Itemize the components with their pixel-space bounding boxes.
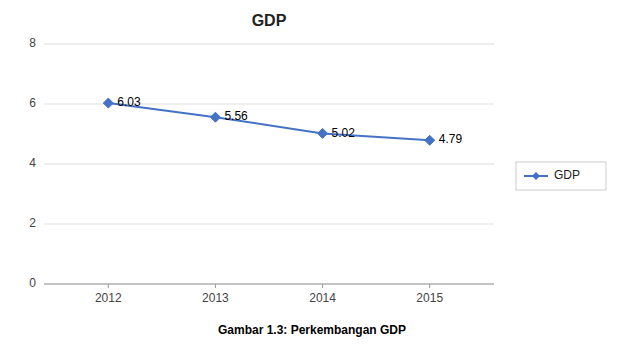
data-label: 4.79 (439, 132, 463, 146)
series-marker (210, 112, 220, 122)
grid-line (44, 284, 494, 285)
y-tick-label: 6 (29, 96, 36, 110)
x-axis-line (44, 284, 494, 285)
x-tick-label: 2015 (416, 291, 443, 305)
y-tick-label: 8 (29, 36, 36, 50)
x-tick (322, 284, 323, 288)
x-axis: 2012 2013 2014 2015 (44, 284, 494, 305)
chart-title: GDP (252, 12, 287, 29)
x-tick (429, 284, 430, 288)
chart-container: GDP 0 2 4 6 8 2012 2013 2014 2015 6.03 5.56 5.02 4.79… (0, 0, 624, 346)
data-label: 6.03 (117, 95, 141, 109)
data-labels: 6.03 5.56 5.02 4.79 (117, 95, 462, 146)
x-tick (108, 284, 109, 288)
series-marker (425, 135, 435, 145)
x-tick-label: 2012 (95, 291, 122, 305)
y-axis: 0 2 4 6 8 (29, 36, 36, 290)
y-grid (44, 44, 494, 284)
series-line (108, 103, 429, 140)
series-marker (318, 128, 328, 138)
data-label: 5.56 (224, 109, 248, 123)
chart-svg: GDP 0 2 4 6 8 2012 2013 2014 2015 6.03 5.56 5.02 4.79… (0, 0, 624, 346)
y-tick-label: 4 (29, 156, 36, 170)
x-tick (215, 284, 216, 288)
grid-line (44, 164, 494, 165)
grid-line (44, 224, 494, 225)
x-tick-label: 2014 (309, 291, 336, 305)
legend-marker (532, 172, 540, 180)
data-label: 5.02 (332, 126, 356, 140)
caption: Gambar 1.3: Perkembangan GDP (218, 323, 406, 337)
y-tick-label: 2 (29, 216, 36, 230)
plot-area (103, 98, 434, 145)
legend-label: GDP (554, 168, 580, 182)
x-tick-label: 2013 (202, 291, 229, 305)
grid-line (44, 44, 494, 45)
legend: GDP (516, 162, 606, 190)
legend-box (516, 162, 606, 190)
y-tick-label: 0 (29, 276, 36, 290)
series-marker (103, 98, 113, 108)
